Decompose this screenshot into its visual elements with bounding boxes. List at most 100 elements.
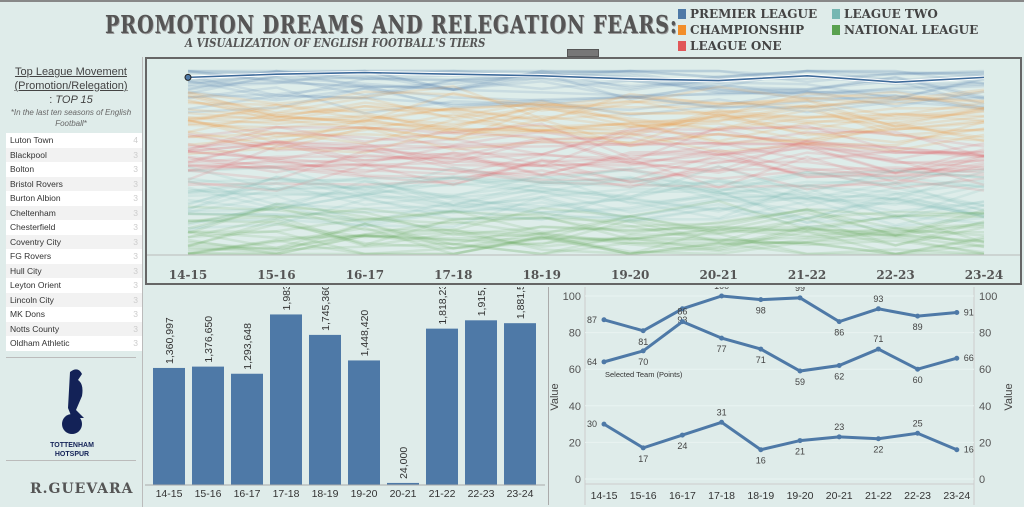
data-point [954, 355, 960, 361]
team-list-item[interactable]: Hull City 3 [6, 263, 142, 278]
team-list-item[interactable]: FG Rovers 3 [6, 249, 142, 264]
team-list-item[interactable]: Burton Albion 3 [6, 191, 142, 206]
y-tick-label: 20 [569, 437, 581, 449]
team-rank-line [187, 230, 985, 256]
bump-chart[interactable]: 14-15 15-16 16-17 17-18 18-19 19-20 20-21 21-22… [145, 57, 1022, 285]
team-rank-line [188, 69, 985, 89]
data-point [758, 447, 764, 453]
attendance-bar [504, 323, 536, 485]
team-rank-line [187, 118, 985, 148]
team-rank-line [187, 220, 985, 254]
team-list-item[interactable]: Coventry City 3 [6, 234, 142, 249]
legend-swatch-icon [832, 25, 840, 35]
top-prefix: : [49, 94, 56, 106]
data-point [758, 297, 764, 303]
data-point [640, 328, 646, 334]
x-tick-label: 20-21 [699, 268, 737, 282]
team-rank-line [187, 194, 985, 225]
team-list-item[interactable]: Cheltenham 3 [6, 205, 142, 220]
team-name: Leyton Orient [10, 280, 62, 291]
team-list-item[interactable]: Bristol Rovers 3 [6, 176, 142, 191]
team-rank-line [187, 143, 985, 175]
team-rank-line [187, 90, 985, 123]
team-rank-line [187, 108, 985, 144]
legend-label: LEAGUE ONE [690, 39, 782, 53]
team-rank-line [187, 226, 985, 255]
legend-swatch-icon [678, 41, 686, 51]
team-rank-line [187, 71, 985, 95]
data-label: 86 [677, 307, 687, 317]
team-rank-line [187, 128, 985, 155]
team-list-item[interactable]: MK Dons 3 [6, 307, 142, 322]
x-tick-label: 17-18 [708, 490, 735, 502]
team-list-item[interactable]: Notts County 3 [6, 321, 142, 336]
team-rank-line [187, 121, 985, 147]
team-rank-line [187, 116, 985, 145]
bar-data-label: 1,293,648 [242, 323, 254, 370]
data-point [601, 317, 607, 323]
y-tick-label-right: 80 [979, 328, 991, 340]
top-label: TOP 15 [55, 94, 93, 106]
team-rank-line [187, 91, 985, 123]
team-rank-line [187, 100, 985, 132]
team-rank-line [187, 207, 985, 243]
data-point [915, 366, 921, 372]
team-list-item[interactable]: Bolton 3 [6, 162, 142, 177]
drag-handle[interactable] [567, 49, 599, 57]
team-rank-line [187, 153, 985, 184]
bar-data-label: 1,745,360 [320, 287, 332, 331]
team-rank-line [187, 182, 985, 217]
sidebar-heading-line1: Top League Movement [15, 66, 127, 78]
team-name: Blackpool [10, 149, 47, 160]
data-label: 86 [834, 328, 844, 338]
team-rank-line [187, 232, 985, 256]
team-name: Bolton [10, 164, 35, 175]
team-rank-line [187, 142, 985, 157]
data-point [797, 295, 803, 301]
team-list-item[interactable]: Lincoln City 3 [6, 292, 142, 307]
team-list-item[interactable]: Oldham Athletic 3 [6, 336, 142, 351]
attendance-bar [192, 366, 224, 485]
team-name: Burton Albion [10, 193, 61, 204]
legend-league-one[interactable]: LEAGUE ONE [678, 39, 782, 53]
sidebar-note: *In the last ten seasons of English Foot… [10, 108, 132, 128]
team-rank-line [187, 111, 985, 145]
legend-premier-league[interactable]: PREMIER LEAGUE [678, 7, 817, 21]
y-tick-label-right: 40 [979, 401, 991, 413]
data-point [797, 438, 803, 444]
legend-championship[interactable]: CHAMPIONSHIP [678, 23, 804, 37]
team-rank-line [187, 197, 985, 230]
attendance-bar [387, 482, 419, 485]
team-rank-line [187, 176, 985, 208]
data-label: 62 [834, 372, 844, 382]
team-rank-line [187, 195, 985, 229]
team-rank-line [187, 159, 985, 192]
team-rank-line [187, 208, 985, 239]
x-tick-label: 15-16 [630, 490, 657, 502]
team-rank-line [187, 199, 985, 236]
team-rank-line [187, 127, 985, 156]
team-name: Luton Town [10, 135, 54, 146]
legend-national-league[interactable]: NATIONAL LEAGUE [832, 23, 978, 37]
legend-league-two[interactable]: LEAGUE TWO [832, 7, 938, 21]
annotation: Selected Team (Points) [605, 370, 683, 379]
team-count: 3 [133, 164, 138, 175]
attendance-bar-chart[interactable]: 1,360,997 14-15 1,376,650 15-16 1,293,648 16-… [145, 287, 545, 505]
team-count: 3 [133, 251, 138, 262]
team-rank-line [187, 222, 985, 256]
points-line-chart[interactable]: 0 0 20 20 40 40 60 60 80 80 100 100 Value Value 14-15 1… [548, 287, 1022, 505]
team-rank-line [187, 241, 985, 256]
data-label: 81 [638, 337, 648, 347]
data-label: 93 [873, 294, 883, 304]
team-rank-line [187, 101, 985, 133]
data-point [836, 434, 842, 440]
x-tick-label: 21-22 [788, 268, 826, 282]
team-list-item[interactable]: Leyton Orient 3 [6, 278, 142, 293]
team-list-item[interactable]: Luton Town 4 [6, 133, 142, 148]
x-tick-label: 18-19 [747, 490, 774, 502]
x-tick-label: 22-23 [468, 488, 495, 500]
y-tick-label-right: 100 [979, 291, 997, 303]
team-list-item[interactable]: Blackpool 3 [6, 147, 142, 162]
team-list-item[interactable]: Chesterfield 3 [6, 220, 142, 235]
legend-swatch-icon [832, 9, 840, 19]
